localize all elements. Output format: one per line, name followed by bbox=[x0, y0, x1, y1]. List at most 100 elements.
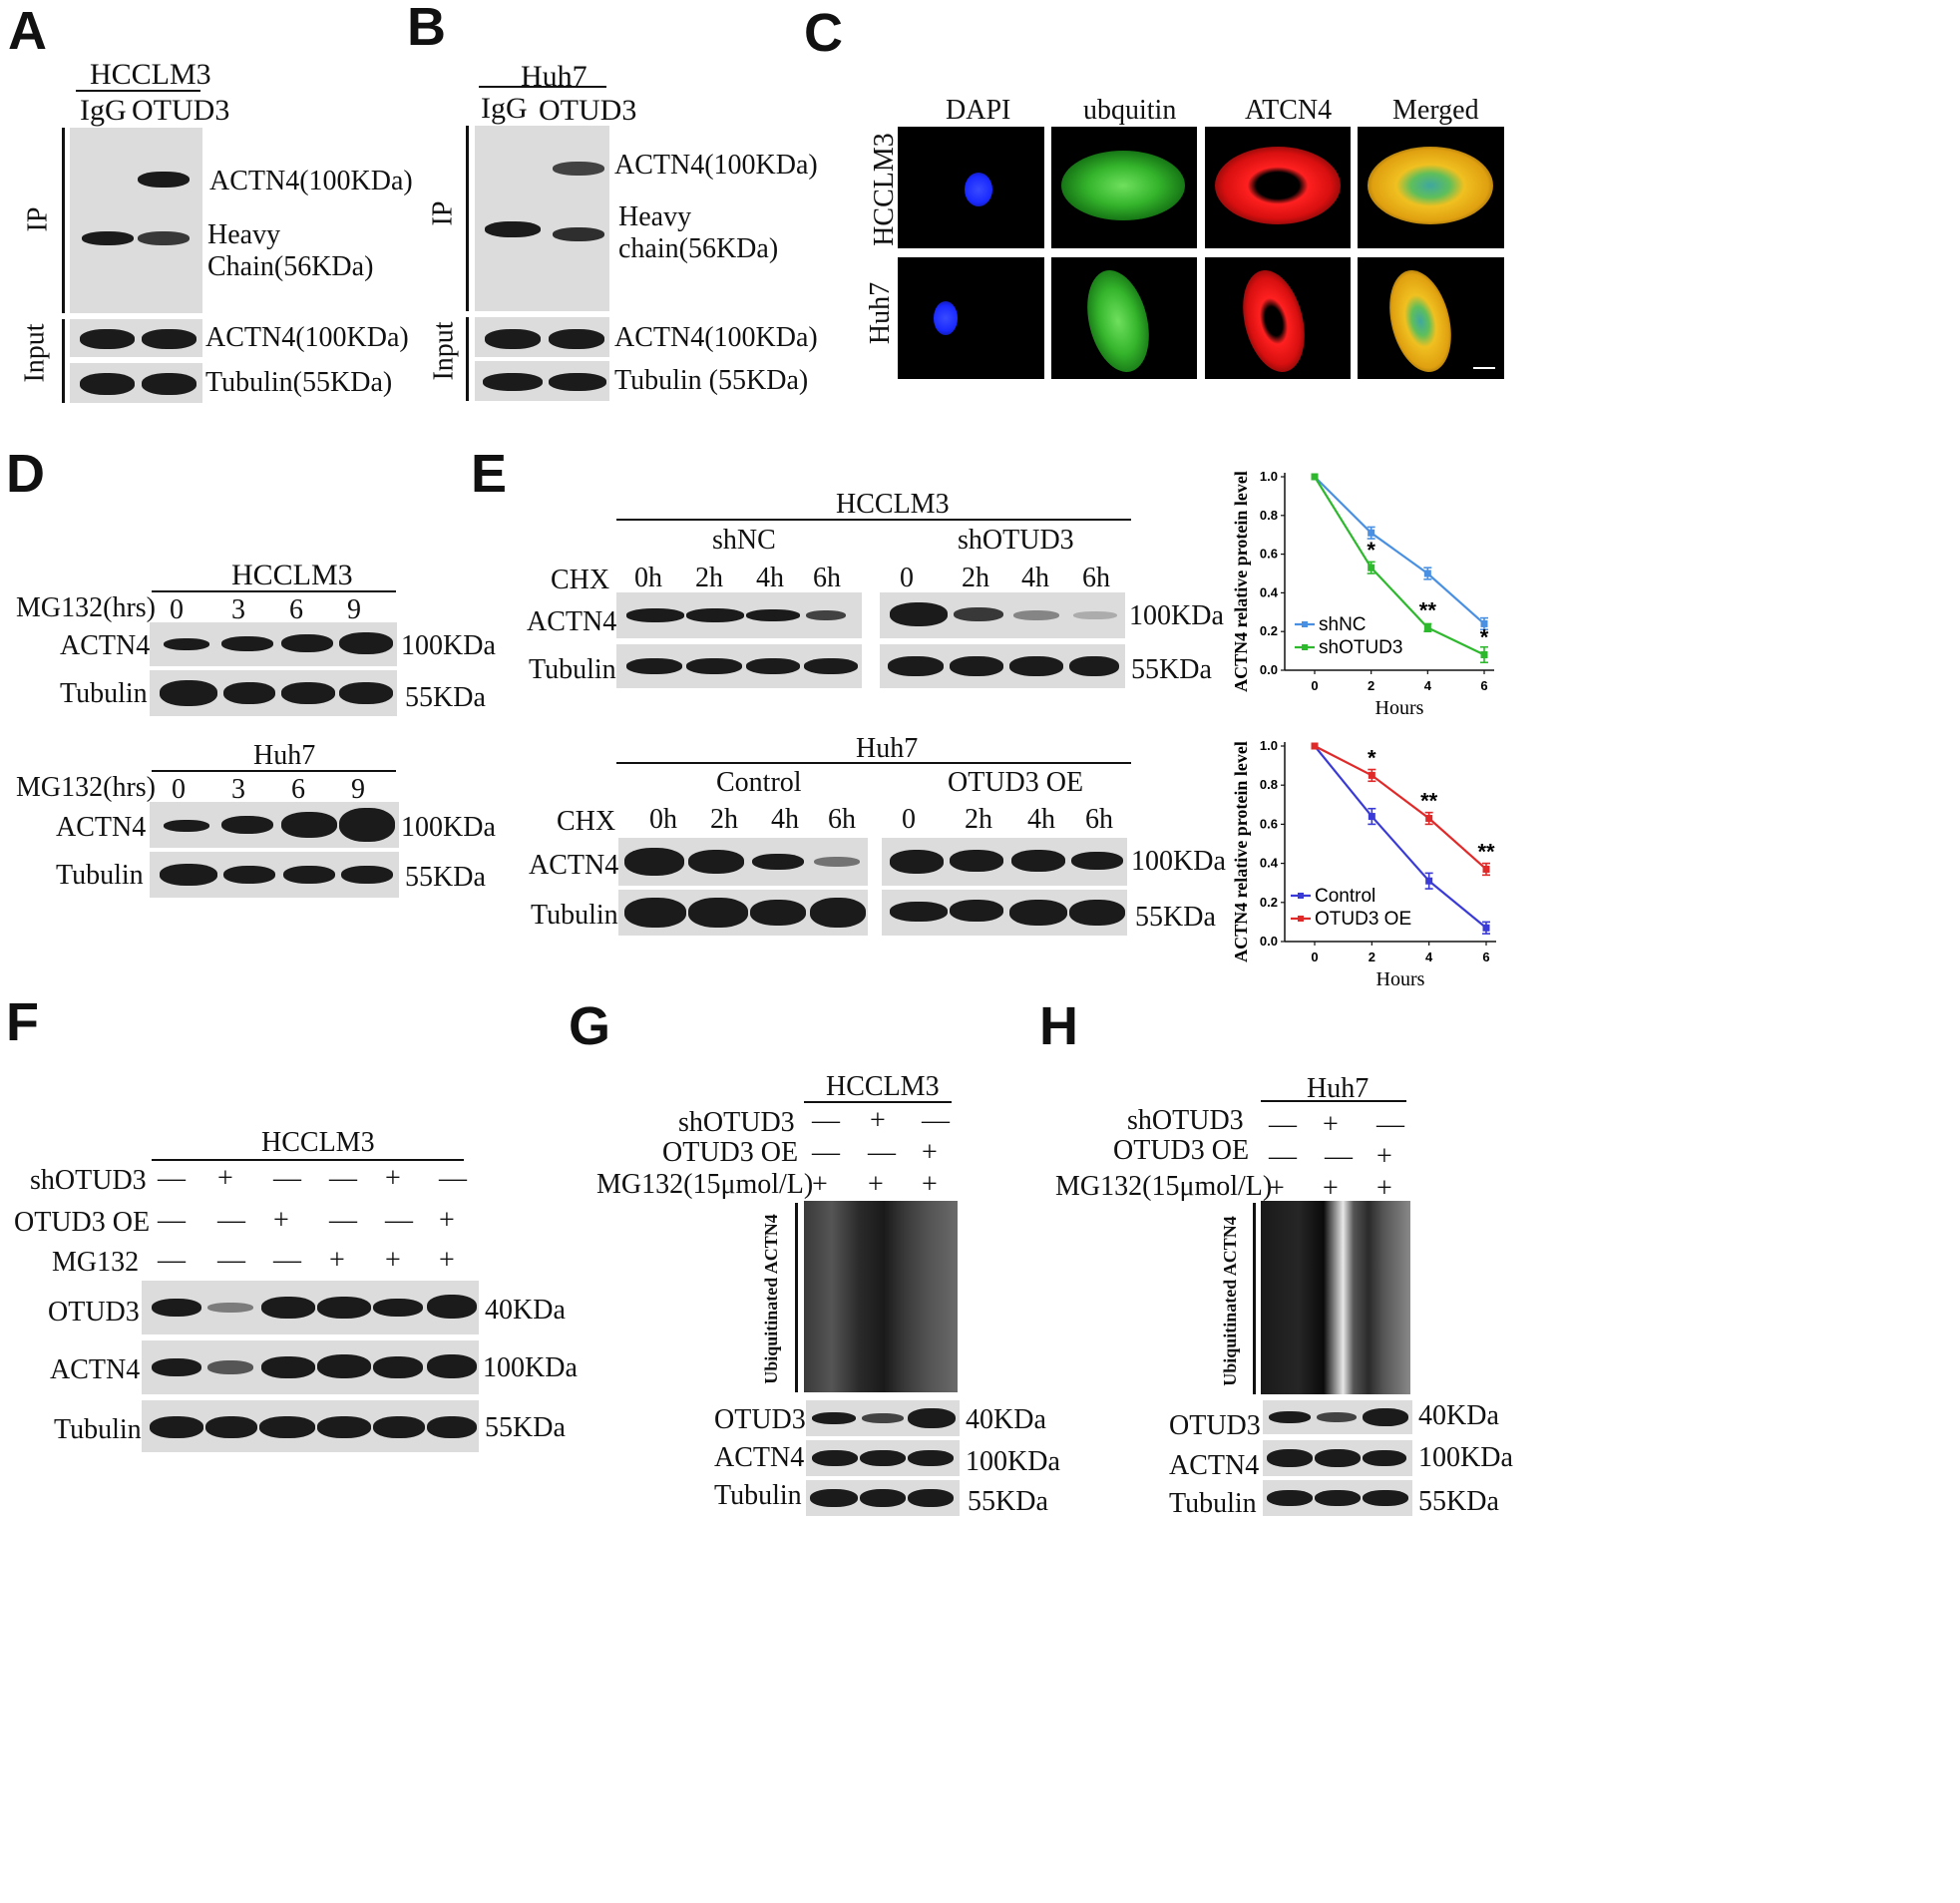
line-chart-huh7: 0.0 0.2 0.4 0.6 0.8 1.0 0 2 4 6 Hours ACTN4 relativ… bbox=[1227, 728, 1546, 993]
side-label-input: Input bbox=[19, 323, 51, 383]
micrograph-dapi bbox=[898, 257, 1044, 379]
sign: + bbox=[439, 1245, 455, 1276]
band-label: Tubulin bbox=[531, 900, 618, 931]
blot-band bbox=[373, 1299, 423, 1317]
series-line bbox=[1314, 745, 1487, 930]
blot-band bbox=[908, 1450, 954, 1466]
blot-band bbox=[806, 610, 846, 620]
blot-band bbox=[812, 1450, 858, 1466]
blot-band bbox=[1013, 610, 1059, 620]
cell-body bbox=[1368, 147, 1493, 224]
data-point bbox=[1482, 865, 1490, 873]
band-label: ACTN4 bbox=[60, 630, 151, 661]
blot-band bbox=[686, 608, 744, 622]
group-label: Control bbox=[716, 767, 802, 798]
blot-band bbox=[281, 682, 335, 704]
kda-label: 100KDa bbox=[966, 1446, 1060, 1477]
blot-band bbox=[427, 1416, 477, 1438]
blot-band bbox=[1317, 1412, 1357, 1422]
row-label: OTUD3 OE bbox=[14, 1207, 151, 1238]
x-axis-label: Hours bbox=[1376, 968, 1425, 990]
divider bbox=[479, 86, 606, 88]
blot-band bbox=[1315, 1490, 1361, 1506]
divider bbox=[804, 1101, 952, 1103]
kda-label: 55KDa bbox=[405, 862, 486, 893]
sign: + bbox=[1323, 1173, 1339, 1204]
lane-label: 3 bbox=[231, 774, 245, 805]
sign: — bbox=[158, 1205, 186, 1236]
band-label: ACTN4(100KDa) bbox=[209, 166, 413, 196]
cell-line-label: HCCLM3 bbox=[836, 489, 950, 520]
bracket bbox=[1253, 1203, 1256, 1394]
lane-label: 0 bbox=[172, 774, 186, 805]
lane-label: 6h bbox=[1082, 563, 1110, 593]
panel-label-e: E bbox=[471, 444, 508, 504]
lane-label: 2h bbox=[962, 563, 989, 593]
row-label: shOTUD3 bbox=[30, 1165, 147, 1196]
kda-label: 40KDa bbox=[485, 1295, 566, 1326]
band-label: ACTN4 bbox=[50, 1354, 141, 1385]
sign: — bbox=[812, 1105, 840, 1136]
blot-band bbox=[810, 898, 866, 928]
wb-blot bbox=[1263, 1440, 1412, 1476]
data-point bbox=[1423, 623, 1431, 631]
bracket bbox=[795, 1203, 798, 1392]
legend-marker bbox=[1302, 644, 1308, 650]
divider bbox=[152, 770, 396, 772]
lane-label: OTUD3 bbox=[132, 94, 230, 127]
blot-band bbox=[281, 812, 337, 838]
legend-label: shOTUD3 bbox=[1319, 637, 1402, 658]
cell-body bbox=[1215, 147, 1341, 224]
row-label: shOTUD3 bbox=[678, 1107, 795, 1138]
lane-label: IgG bbox=[481, 92, 528, 125]
row-label: HCCLM3 bbox=[868, 133, 900, 246]
cell-line-label: Huh7 bbox=[253, 740, 316, 771]
data-point bbox=[1311, 742, 1319, 750]
y-tick-label: 0.4 bbox=[1260, 584, 1279, 599]
row-label: CHX bbox=[557, 806, 616, 837]
kda-label: 100KDa bbox=[1418, 1442, 1513, 1473]
blot-band bbox=[890, 902, 948, 922]
wb-blot bbox=[150, 852, 399, 898]
legend-marker bbox=[1302, 621, 1308, 627]
significance-marker: * bbox=[1367, 538, 1375, 563]
cell-body bbox=[1077, 263, 1159, 379]
lane-label: 0 bbox=[170, 594, 184, 625]
blot-band bbox=[317, 1416, 371, 1438]
kda-label: 100KDa bbox=[1129, 600, 1224, 631]
blot-band bbox=[890, 850, 944, 874]
blot-band bbox=[485, 221, 541, 237]
blot-band bbox=[259, 1416, 315, 1438]
panel-label-a: A bbox=[8, 1, 47, 61]
significance-marker: ** bbox=[1419, 597, 1437, 622]
input-blot bbox=[70, 363, 202, 403]
lane-label: 4h bbox=[771, 804, 799, 835]
blot-band bbox=[752, 854, 804, 870]
data-point bbox=[1368, 564, 1375, 571]
sign: — bbox=[812, 1137, 840, 1168]
data-point bbox=[1480, 619, 1488, 627]
blot-band bbox=[485, 329, 541, 349]
blot-band bbox=[814, 857, 860, 867]
blot-band bbox=[624, 848, 684, 876]
data-point bbox=[1482, 924, 1490, 932]
micrograph-actn4 bbox=[1205, 127, 1351, 248]
band-label: ACTN4 bbox=[56, 812, 147, 843]
y-tick-label: 0.6 bbox=[1260, 547, 1278, 562]
line-chart-hcclm3: 0.0 0.2 0.4 0.6 0.8 1.0 0 2 4 6 Hours ACTN4 relativ… bbox=[1227, 455, 1546, 719]
wb-blot bbox=[142, 1400, 479, 1452]
blot-band bbox=[150, 1416, 203, 1438]
blot-band bbox=[950, 900, 1003, 922]
blot-band bbox=[160, 680, 217, 706]
side-label-ubiquitinated: Ubiquitinated ACTN4 bbox=[1219, 1216, 1240, 1386]
y-tick-label: 0.2 bbox=[1260, 895, 1278, 910]
blot-band bbox=[750, 900, 806, 926]
blot-band bbox=[138, 172, 190, 188]
wb-blot bbox=[142, 1281, 479, 1334]
blot-band bbox=[1363, 1490, 1408, 1506]
blot-band bbox=[1009, 656, 1063, 676]
wb-blot bbox=[616, 592, 862, 638]
band-label: Tubulin bbox=[60, 678, 148, 709]
ubiquitin-blot bbox=[1261, 1201, 1410, 1394]
